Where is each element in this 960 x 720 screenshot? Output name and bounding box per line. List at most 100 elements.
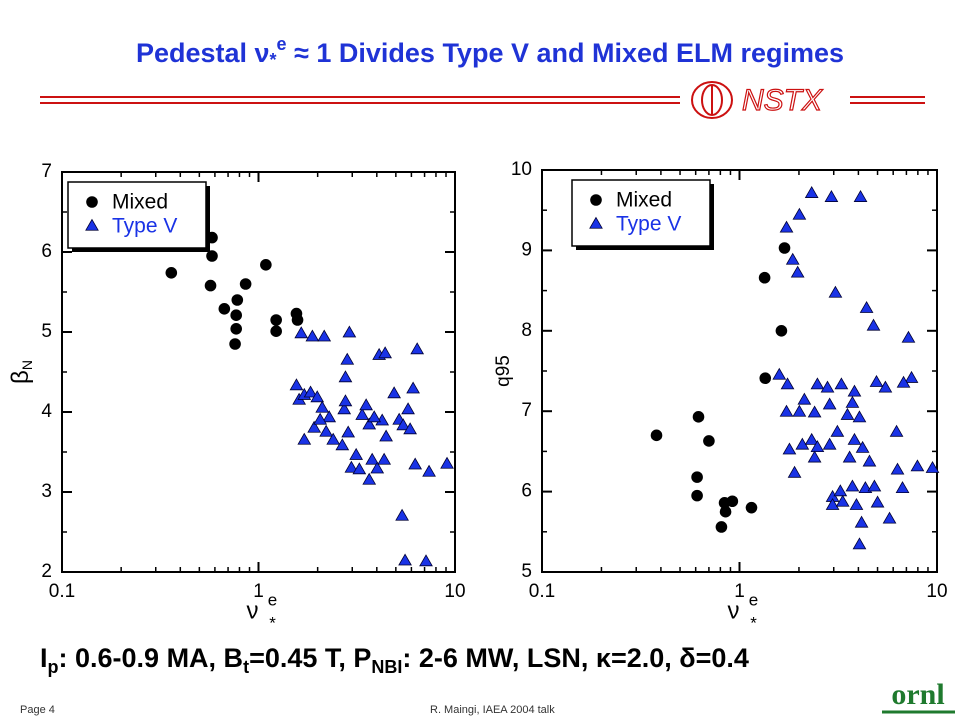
y-label-base: β (7, 370, 34, 384)
data-point (745, 501, 758, 514)
data-point (804, 186, 819, 198)
title-rule (40, 96, 925, 104)
data-point (904, 370, 919, 383)
data-point (834, 377, 849, 390)
data-point (419, 554, 433, 567)
y-tick-label: 3 (41, 481, 52, 502)
logo-ring (691, 81, 733, 119)
y-tick-label: 4 (41, 401, 52, 422)
data-point (322, 410, 337, 423)
x-label: ν (247, 597, 259, 624)
data-point (317, 329, 332, 342)
conditions-sub: t (243, 657, 249, 677)
data-point (772, 367, 787, 380)
data-point (782, 442, 797, 455)
data-point (307, 420, 322, 433)
data-point (854, 515, 869, 528)
legend-marker (85, 218, 99, 231)
conditions-text: : 0.6-0.9 MA, B (59, 643, 244, 673)
data-point (759, 372, 772, 385)
x-tick-label: 10 (444, 581, 465, 602)
data-point (349, 447, 364, 460)
nstx-logo (691, 81, 733, 119)
data-point (229, 338, 241, 350)
legend-label: Mixed (112, 191, 168, 214)
data-point (310, 390, 325, 403)
data-point (758, 271, 771, 284)
conditions-text: : 2-6 MW, LSN, κ=2.0, δ=0.4 (402, 643, 749, 673)
legend-box (67, 181, 207, 249)
y-tick-label: 5 (521, 561, 532, 582)
data-point (691, 471, 703, 483)
data-point (847, 384, 862, 397)
y-tick-label: 2 (41, 561, 52, 582)
data-point (719, 505, 732, 518)
data-point (335, 438, 350, 451)
legend-marker (590, 194, 602, 206)
data-point (867, 479, 882, 492)
title-text: ≈ 1 Divides Type V and Mixed ELM regimes (287, 38, 844, 68)
data-point (845, 479, 860, 492)
data-point (790, 265, 805, 278)
data-point (370, 461, 385, 474)
data-point (270, 325, 282, 338)
legend-label: Type V (112, 215, 177, 238)
nstx-text: NSTX (742, 84, 823, 117)
data-point (895, 481, 910, 494)
data-point (852, 537, 867, 550)
data-point (787, 465, 802, 478)
slide-title: Pedestal ν*e ≈ 1 Divides Type V and Mixe… (136, 34, 844, 70)
data-point (890, 462, 905, 475)
data-point (845, 395, 860, 408)
data-point (338, 370, 353, 383)
y-tick-label: 7 (521, 400, 532, 421)
y-label-sub: N (19, 360, 35, 370)
data-point (289, 378, 304, 391)
data-point (396, 418, 411, 431)
data-point (377, 452, 392, 465)
data-point (703, 435, 715, 447)
data-point (780, 377, 795, 390)
data-point (406, 381, 420, 394)
x-tick-label: 0.1 (529, 581, 555, 602)
data-point (778, 242, 791, 254)
data-point (692, 411, 705, 423)
page-number: Page 4 (20, 704, 55, 716)
y-tick-label: 10 (511, 159, 532, 180)
data-point (807, 450, 822, 463)
legend-marker (86, 196, 98, 208)
data-point (825, 497, 840, 510)
data-point (833, 484, 848, 497)
data-point (852, 410, 867, 423)
data-point (319, 424, 334, 437)
data-point (338, 394, 353, 407)
data-point (378, 346, 392, 359)
data-point (869, 374, 884, 387)
title-text: Pedestal (136, 38, 255, 68)
data-point (270, 314, 282, 326)
data-point (726, 495, 739, 508)
conditions-text: =0.45 T, P (249, 643, 371, 673)
data-point (830, 424, 845, 437)
data-point (315, 400, 330, 413)
data-point (218, 303, 231, 315)
y-tick-label: 6 (41, 241, 52, 262)
data-point (840, 407, 855, 420)
data-point (313, 412, 328, 425)
x-label-sup: e (749, 590, 758, 609)
data-point (896, 375, 911, 388)
legend-entry: Mixed (86, 191, 168, 214)
data-point (230, 323, 242, 335)
data-point (862, 454, 877, 467)
data-point (260, 259, 272, 271)
data-point (901, 330, 916, 343)
data-point (847, 432, 862, 445)
data-point (362, 472, 377, 485)
y-label: βN (7, 360, 34, 384)
data-point (362, 417, 377, 430)
data-point (810, 377, 825, 390)
data-point (398, 553, 412, 566)
data-point (408, 457, 423, 470)
data-point (165, 267, 178, 279)
